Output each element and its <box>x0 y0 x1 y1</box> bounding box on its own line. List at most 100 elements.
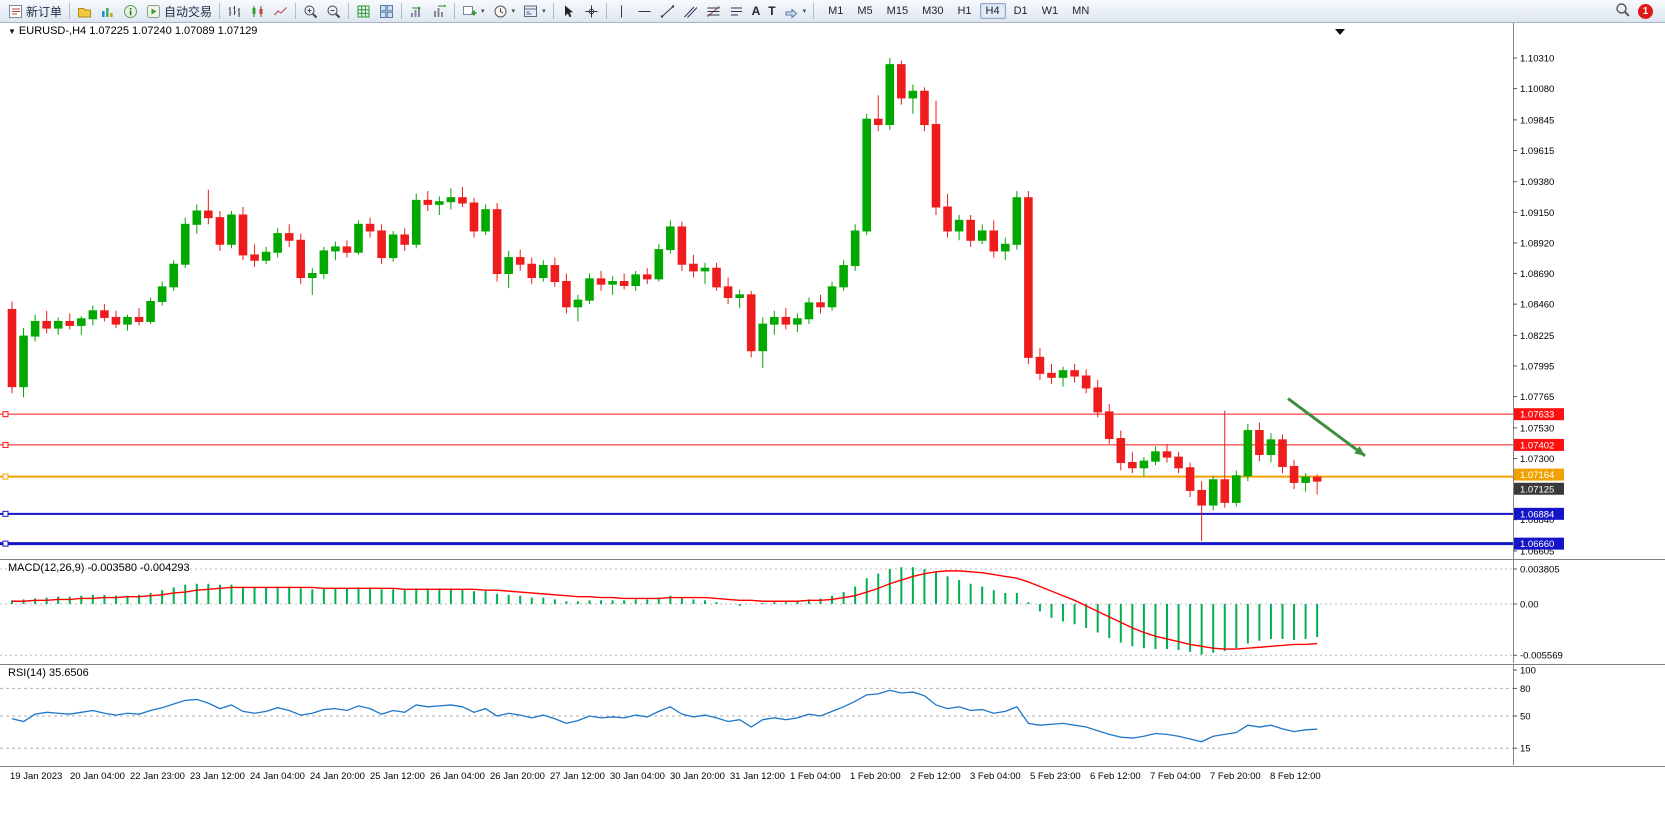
svg-text:50: 50 <box>1520 712 1531 723</box>
timeframe-d1[interactable]: D1 <box>1013 5 1028 17</box>
indicators-icon <box>462 4 477 19</box>
svg-text:0.003805: 0.003805 <box>1520 564 1560 575</box>
price-chart-panel[interactable]: ▼ EURUSD-,H4 1.07225 1.07240 1.07089 1.07… <box>0 23 1665 559</box>
crosshair-icon <box>584 4 599 19</box>
timeframe-mn[interactable]: MN <box>1072 5 1090 17</box>
time-axis-label: 25 Jan 12:00 <box>370 771 425 782</box>
rsi-canvas[interactable]: 100 80 50 15 <box>0 665 1665 765</box>
zoom-in-icon <box>303 4 318 19</box>
search-icon[interactable] <box>1615 2 1631 21</box>
trendline-button[interactable] <box>656 1 679 22</box>
cursor-button[interactable] <box>557 1 580 22</box>
auto-trading-button[interactable]: 自动交易 <box>142 1 216 22</box>
grid-button[interactable] <box>352 1 375 22</box>
rsi-label: RSI(14) 35.6506 <box>8 667 89 679</box>
time-axis-label: 7 Feb 04:00 <box>1150 771 1201 782</box>
objects-list-button[interactable] <box>725 1 748 22</box>
candlestick-icon <box>250 4 265 19</box>
price-chart-canvas[interactable]: 1.10310 1.10080 1.09845 1.09615 1.09380 1.091… <box>0 23 1665 559</box>
indicators-button[interactable]: ▾ <box>458 1 489 22</box>
vertical-line-button[interactable] <box>610 1 633 22</box>
bar-chart-icon <box>227 4 242 19</box>
svg-text:1.06660: 1.06660 <box>1520 539 1554 550</box>
cursor-icon <box>561 4 576 19</box>
time-axis-label: 6 Feb 12:00 <box>1090 771 1141 782</box>
zoom-out-button[interactable] <box>322 1 345 22</box>
macd-canvas[interactable]: 0.003805 0.00 -0.005569 <box>0 560 1665 663</box>
svg-text:1.07164: 1.07164 <box>1520 470 1554 481</box>
arrows-button[interactable]: ▾ <box>780 1 811 22</box>
market-watch-icon <box>100 4 115 19</box>
text-label-button[interactable]: T <box>764 1 779 22</box>
svg-text:1.07995: 1.07995 <box>1520 362 1554 373</box>
timeframe-toolbar: M1 M5 M15 M30 H1 H4 D1 W1 MN <box>821 3 1096 19</box>
svg-text:1.06605: 1.06605 <box>1520 546 1554 557</box>
data-window-button[interactable] <box>119 1 142 22</box>
periods-button[interactable]: ▾ <box>489 1 520 22</box>
tile-windows-button[interactable] <box>375 1 398 22</box>
time-axis-label: 26 Jan 20:00 <box>490 771 545 782</box>
text-label-icon: T <box>768 4 776 18</box>
dropdown-caret-icon: ▾ <box>481 8 485 15</box>
main-toolbar: 新订单 自动交易 ▾ ▾ ▾ A <box>0 0 1665 23</box>
timeframe-m15[interactable]: M15 <box>886 5 909 17</box>
timeframe-h4[interactable]: H4 <box>979 3 1006 19</box>
time-axis-label: 8 Feb 12:00 <box>1270 771 1321 782</box>
market-watch-button[interactable] <box>96 1 119 22</box>
channel-button[interactable] <box>679 1 702 22</box>
auto-scroll-button[interactable] <box>405 1 428 22</box>
timeframe-m5[interactable]: M5 <box>857 5 873 17</box>
macd-panel[interactable]: MACD(12,26,9) -0.003580 -0.004293 0.0038… <box>0 559 1665 663</box>
rsi-panel[interactable]: RSI(14) 35.6506 100 80 50 15 <box>0 664 1665 765</box>
fibonacci-button[interactable] <box>702 1 725 22</box>
svg-text:1.09380: 1.09380 <box>1520 177 1554 188</box>
svg-text:1.08690: 1.08690 <box>1520 269 1554 280</box>
new-order-label: 新订单 <box>26 4 63 19</box>
line-chart-button[interactable] <box>269 1 292 22</box>
svg-text:1.07633: 1.07633 <box>1520 410 1554 421</box>
svg-text:1.09615: 1.09615 <box>1520 146 1554 157</box>
profiles-button[interactable] <box>73 1 96 22</box>
time-axis-label: 3 Feb 04:00 <box>970 771 1021 782</box>
svg-text:1.06884: 1.06884 <box>1520 509 1554 520</box>
text-tool-icon: A <box>751 4 761 18</box>
chart-shift-button[interactable] <box>428 1 451 22</box>
text-tool-button[interactable]: A <box>748 1 765 22</box>
svg-text:1.07125: 1.07125 <box>1520 484 1554 495</box>
timeframe-m1[interactable]: M1 <box>828 5 844 17</box>
chart-marker-icon: ▼ <box>8 27 16 36</box>
horizontal-line-icon <box>637 4 652 19</box>
timeframe-h1[interactable]: H1 <box>957 5 972 17</box>
trendline-icon <box>660 4 675 19</box>
svg-text:-0.005569: -0.005569 <box>1520 651 1563 662</box>
auto-trading-label: 自动交易 <box>164 4 213 19</box>
candlestick-chart-button[interactable] <box>246 1 269 22</box>
svg-text:1.09150: 1.09150 <box>1520 208 1554 219</box>
dropdown-caret-icon: ▾ <box>802 8 807 15</box>
channel-icon <box>683 4 698 19</box>
timeframe-w1[interactable]: W1 <box>1041 5 1059 17</box>
time-axis-label: 22 Jan 23:00 <box>130 771 185 782</box>
bar-chart-button[interactable] <box>223 1 246 22</box>
toolbar-separator <box>605 3 607 19</box>
crosshair-button[interactable] <box>580 1 603 22</box>
zoom-in-button[interactable] <box>299 1 322 22</box>
dropdown-caret-icon: ▾ <box>542 8 546 15</box>
time-axis-label: 1 Feb 04:00 <box>790 771 841 782</box>
vertical-line-icon <box>614 4 629 19</box>
data-window-icon <box>123 4 138 19</box>
time-axis-label: 1 Feb 20:00 <box>850 771 901 782</box>
horizontal-line-button[interactable] <box>633 1 656 22</box>
template-icon <box>523 4 538 19</box>
time-axis[interactable]: 19 Jan 2023 20 Jan 04:00 22 Jan 23:00 23 Ja… <box>0 766 1665 786</box>
new-order-button[interactable]: 新订单 <box>4 1 66 22</box>
time-axis-label: 30 Jan 20:00 <box>670 771 725 782</box>
svg-text:100: 100 <box>1520 666 1536 677</box>
svg-text:1.07530: 1.07530 <box>1520 423 1554 434</box>
profiles-icon <box>77 4 92 19</box>
notification-badge[interactable]: 1 <box>1638 3 1653 19</box>
svg-text:15: 15 <box>1520 744 1531 755</box>
timeframe-m30[interactable]: M30 <box>922 5 944 17</box>
templates-button[interactable]: ▾ <box>519 1 550 22</box>
